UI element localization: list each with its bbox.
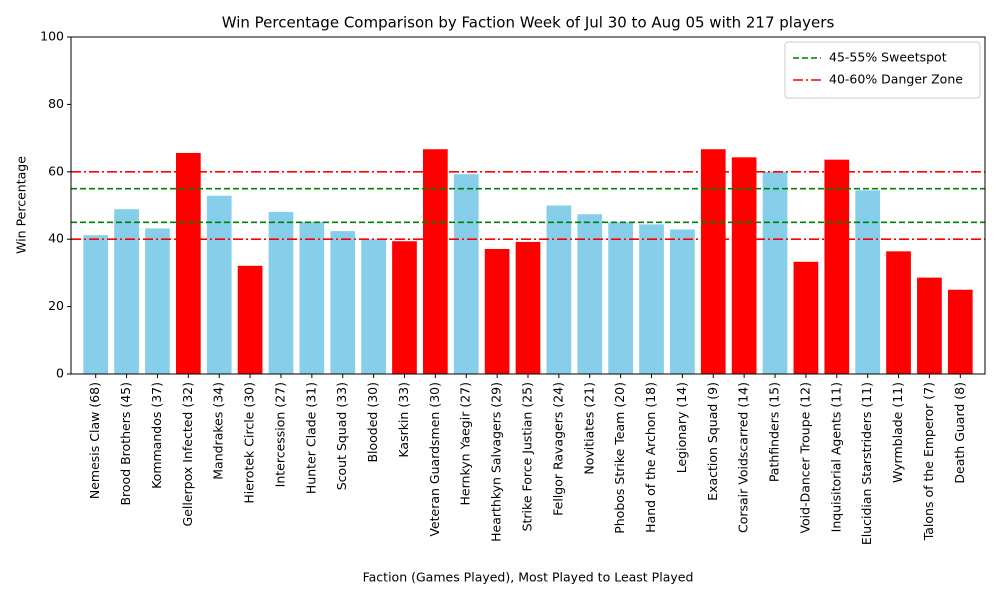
y-tick-label: 40: [48, 231, 64, 246]
bar: [670, 229, 695, 374]
y-tick-label: 20: [48, 298, 64, 313]
legend-label: 40-60% Danger Zone: [829, 72, 963, 87]
bar: [515, 241, 541, 374]
bar: [484, 248, 510, 374]
bar: [577, 214, 603, 374]
bar: [361, 239, 386, 374]
x-tick-label: Void-Dancer Troupe (12): [797, 382, 812, 534]
bar: [608, 222, 633, 374]
x-tick-label: Legionary (14): [674, 382, 689, 473]
bar: [762, 171, 788, 374]
x-tick-label: Kasrkin (33): [396, 382, 411, 458]
x-tick-label: Fellgor Ravagers (24): [550, 382, 565, 516]
bar: [83, 235, 109, 374]
x-tick-label: Hierotek Circle (30): [242, 382, 257, 504]
bar: [917, 277, 942, 374]
bar: [453, 174, 479, 374]
x-tick-label: Brood Brothers (45): [118, 382, 133, 506]
x-tick-label: Corsair Voidscarred (14): [736, 382, 751, 533]
x-tick-label: Hunter Clade (31): [303, 382, 318, 494]
bar: [392, 241, 417, 374]
y-axis-label: Win Percentage: [14, 156, 29, 254]
x-tick-label: Wyrmblade (11): [890, 382, 905, 483]
x-tick-label: Exaction Squad (9): [705, 382, 720, 501]
x-tick-label: Talons of the Emperor (7): [921, 382, 936, 541]
bar: [855, 190, 881, 374]
chart-title: Win Percentage Comparison by Faction Wee…: [222, 14, 835, 32]
x-tick-label: Hearthkyn Salvagers (29): [489, 382, 504, 542]
x-tick-label: Inquisitorial Agents (11): [828, 382, 843, 532]
x-tick-label: Mandrakes (34): [211, 382, 226, 480]
x-tick-label: Hand of the Archon (18): [643, 382, 658, 533]
bar: [237, 265, 263, 374]
x-tick-label: Phobos Strike Team (20): [612, 382, 627, 534]
x-tick-label: Intercession (27): [272, 382, 287, 487]
bar: [793, 261, 819, 374]
x-tick-label: Veteran Guardsmen (30): [427, 382, 442, 537]
plot-frame: [70, 36, 986, 375]
bar: [145, 228, 170, 374]
y-tick-label: 80: [48, 96, 64, 111]
x-tick-label: Novitiates (21): [581, 382, 596, 475]
x-tick-label: Hernkyn Yaegir (27): [458, 382, 473, 505]
bar: [886, 251, 911, 374]
y-tick-label: 60: [48, 163, 64, 178]
bar: [114, 209, 139, 374]
bar: [947, 289, 973, 374]
bar: [175, 152, 201, 374]
bar: [824, 159, 850, 374]
x-tick-label: Kommandos (37): [149, 382, 164, 489]
x-axis-label: Faction (Games Played), Most Played to L…: [363, 570, 694, 585]
x-tick-label: Death Guard (8): [952, 382, 967, 484]
x-tick-label: Elucidian Starstriders (11): [859, 382, 874, 545]
bar: [546, 205, 572, 374]
x-tick-label: Pathfinders (15): [767, 382, 782, 482]
bar: [299, 221, 325, 374]
bar: [731, 157, 757, 374]
x-tick-label: Blooded (30): [365, 382, 380, 463]
bar: [268, 211, 294, 374]
y-tick-label: 100: [40, 29, 64, 44]
x-tick-label: Gellerpox Infected (32): [180, 382, 195, 526]
bar: [206, 195, 232, 374]
x-tick-label: Strike Force Justian (25): [520, 382, 535, 531]
legend-label: 45-55% Sweetspot: [829, 50, 947, 65]
x-tick-label: Scout Squad (33): [334, 382, 349, 490]
bar: [330, 231, 356, 374]
legend-box: [784, 41, 981, 99]
bar: [700, 149, 726, 374]
x-tick-label: Nemesis Claw (68): [87, 382, 102, 499]
bar: [423, 149, 448, 374]
bar: [639, 224, 664, 374]
y-tick-label: 0: [56, 366, 64, 381]
